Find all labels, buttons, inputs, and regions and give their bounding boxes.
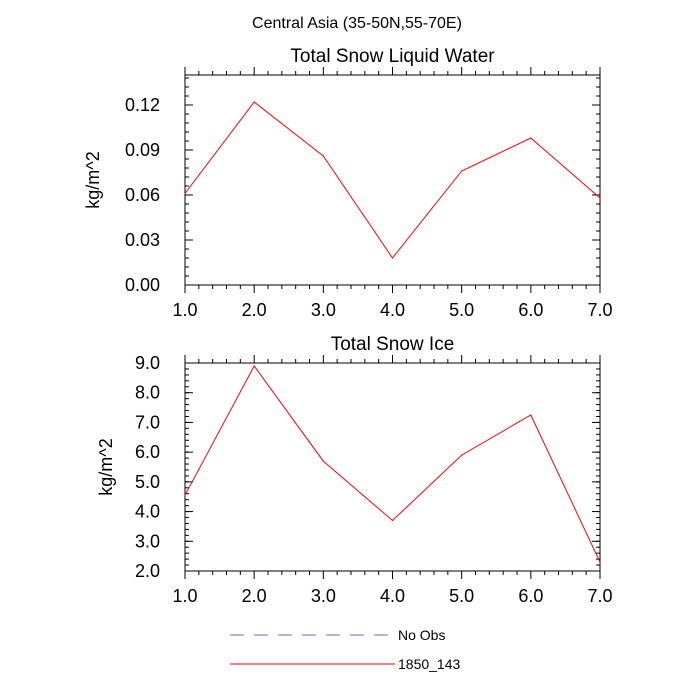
series-line: [184, 365, 601, 563]
data-point: [184, 192, 186, 195]
y-tick-label: 4.0: [135, 502, 160, 522]
y-tick-label: 0.00: [125, 275, 160, 295]
x-tick-label: 2.0: [242, 586, 267, 606]
x-tick-label: 7.0: [587, 586, 612, 606]
data-point: [530, 137, 532, 139]
data-point: [599, 561, 601, 563]
x-tick-label: 3.0: [311, 586, 336, 606]
x-tick-label: 4.0: [380, 586, 405, 606]
x-tick-label: 1.0: [172, 586, 197, 606]
y-tick-label: 8.0: [135, 383, 160, 403]
data-point: [530, 414, 532, 416]
panel-title: Total Snow Liquid Water: [290, 46, 495, 67]
legend: No Obs 1850_143: [230, 627, 461, 672]
panel-snow-liquid-water: Total Snow Liquid Water 1.0 2.0 3.0 4.0 5.0 6.…: [83, 46, 613, 320]
y-tick-label: 9.0: [135, 353, 160, 373]
main-title: Central Asia (35-50N,55-70E): [252, 15, 462, 32]
data-point: [461, 454, 463, 456]
data-point: [391, 519, 394, 522]
y-tick-label: 7.0: [135, 412, 160, 432]
panel-snow-ice: Total Snow Ice 1.0 2.0 3.0 4.0 5.0 6.0 7.0 2.0 3.…: [96, 334, 613, 606]
x-tick-label: 3.0: [311, 300, 336, 320]
x-tick-label: 2.0: [242, 300, 267, 320]
plot-frame: [184, 362, 601, 572]
plot-frame: [184, 74, 601, 286]
data-point: [322, 155, 324, 157]
x-tick-label: 6.0: [518, 300, 543, 320]
y-tick-label: 3.0: [135, 531, 160, 551]
data-point: [322, 460, 324, 462]
y-tick-label: 0.12: [125, 95, 160, 115]
series-line: [184, 101, 601, 259]
x-tick-label: 6.0: [518, 586, 543, 606]
legend-label: No Obs: [398, 627, 445, 643]
y-axis-label: kg/m^2: [83, 151, 103, 208]
y-tick-label: 5.0: [135, 472, 160, 492]
y-axis-label: kg/m^2: [96, 438, 116, 495]
x-tick-label: 4.0: [380, 300, 405, 320]
x-tick-label: 5.0: [449, 586, 474, 606]
data-point: [253, 365, 255, 367]
y-tick-label: 0.03: [125, 230, 160, 250]
panel-title: Total Snow Ice: [331, 334, 455, 355]
data-point: [391, 257, 394, 259]
legend-label: 1850_143: [398, 656, 461, 672]
data-point: [461, 170, 463, 172]
y-tick-label: 0.06: [125, 185, 160, 205]
data-point: [599, 197, 601, 199]
data-point: [184, 494, 186, 496]
x-tick-label: 1.0: [172, 300, 197, 320]
y-tick-label: 2.0: [135, 561, 160, 581]
x-tick-label: 7.0: [587, 300, 612, 320]
y-tick-label: 6.0: [135, 442, 160, 462]
x-tick-label: 5.0: [449, 300, 474, 320]
y-tick-label: 0.09: [125, 140, 160, 160]
data-point: [253, 101, 255, 103]
